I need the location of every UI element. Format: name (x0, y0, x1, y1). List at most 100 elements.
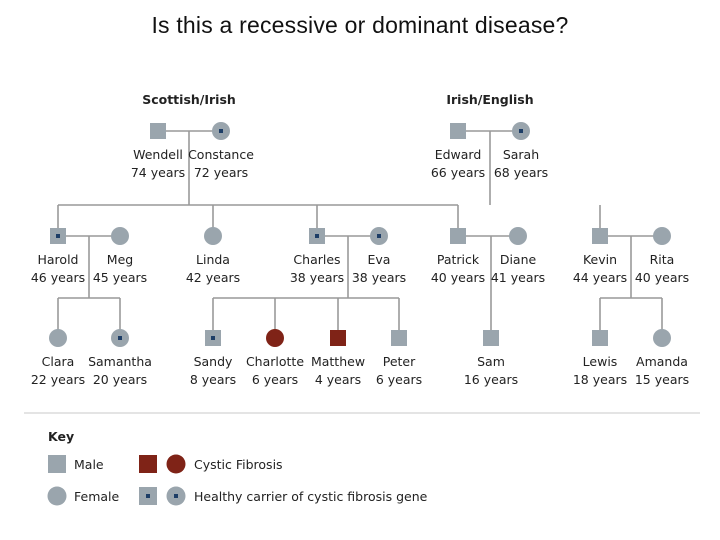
person-name: Diane (500, 252, 537, 267)
person-charles: Charles 38 years (290, 228, 344, 285)
person-charlotte: Charlotte 6 years (246, 329, 304, 387)
person-matthew: Matthew 4 years (311, 330, 365, 387)
person-age: 16 years (464, 372, 518, 387)
person-name: Patrick (437, 252, 480, 267)
female-symbol-circle (653, 329, 671, 347)
carrier-dot (56, 234, 60, 238)
person-harold: Harold 46 years (31, 228, 85, 285)
person-age: 40 years (431, 270, 485, 285)
male-symbol-square (450, 228, 466, 244)
person-name: Amanda (636, 354, 688, 369)
male-symbol-square (483, 330, 499, 346)
person-age: 68 years (494, 165, 548, 180)
person-name: Rita (650, 252, 675, 267)
carrier-dot (219, 129, 223, 133)
person-age: 6 years (252, 372, 298, 387)
key-carrier-label: Healthy carrier of cystic fibrosis gene (194, 489, 428, 504)
person-sandy: Sandy 8 years (190, 330, 236, 387)
ancestry-label-irish: Irish/English (446, 92, 533, 107)
female-symbol-circle (653, 227, 671, 245)
person-name: Edward (435, 147, 482, 162)
female-symbol-circle (111, 227, 129, 245)
key-heading: Key (48, 429, 74, 444)
person-name: Lewis (583, 354, 618, 369)
person-amanda: Amanda 15 years (635, 329, 689, 387)
male-symbol-square (150, 123, 166, 139)
person-peter: Peter 6 years (376, 330, 422, 387)
male-symbol-square (330, 330, 346, 346)
relationship-lines (57, 130, 663, 330)
person-name: Constance (188, 147, 254, 162)
page-title: Is this a recessive or dominant disease? (151, 12, 569, 38)
person-age: 45 years (93, 270, 147, 285)
person-meg: Meg 45 years (93, 227, 147, 285)
person-age: 38 years (352, 270, 406, 285)
person-patrick: Patrick 40 years (431, 228, 485, 285)
person-lewis: Lewis 18 years (573, 330, 627, 387)
person-eva: Eva 38 years (352, 227, 406, 285)
male-symbol-icon (48, 455, 66, 473)
person-age: 44 years (573, 270, 627, 285)
person-age: 72 years (194, 165, 248, 180)
person-name: Peter (383, 354, 416, 369)
person-name: Harold (38, 252, 79, 267)
carrier-dot (118, 336, 122, 340)
ancestry-label-scottish: Scottish/Irish (142, 92, 236, 107)
person-name: Wendell (133, 147, 183, 162)
person-age: 20 years (93, 372, 147, 387)
person-age: 46 years (31, 270, 85, 285)
person-clara: Clara 22 years (31, 329, 85, 387)
carrier-dot (174, 494, 178, 498)
person-age: 74 years (131, 165, 185, 180)
person-name: Samantha (88, 354, 152, 369)
female-symbol-circle (204, 227, 222, 245)
affected-female-icon (166, 454, 186, 474)
person-sam: Sam 16 years (464, 330, 518, 387)
person-linda: Linda 42 years (186, 227, 240, 285)
person-kevin: Kevin 44 years (573, 228, 627, 285)
male-symbol-square (592, 330, 608, 346)
person-age: 42 years (186, 270, 240, 285)
carrier-dot (377, 234, 381, 238)
male-symbol-square (391, 330, 407, 346)
ancestry-labels: Scottish/Irish Irish/English (142, 92, 533, 107)
person-name: Eva (368, 252, 391, 267)
carrier-dot (315, 234, 319, 238)
person-constance: Constance 72 years (188, 122, 254, 180)
person-edward: Edward 66 years (431, 123, 485, 180)
person-age: 15 years (635, 372, 689, 387)
person-name: Linda (196, 252, 230, 267)
male-symbol-square (592, 228, 608, 244)
key-male-label: Male (74, 457, 104, 472)
person-name: Charlotte (246, 354, 304, 369)
person-name: Matthew (311, 354, 365, 369)
person-age: 66 years (431, 165, 485, 180)
female-symbol-circle (49, 329, 67, 347)
female-symbol-icon (47, 486, 67, 506)
person-diane: Diane 41 years (491, 227, 545, 285)
person-age: 18 years (573, 372, 627, 387)
person-samantha: Samantha 20 years (88, 329, 152, 387)
person-name: Meg (107, 252, 133, 267)
person-name: Sam (477, 354, 505, 369)
person-age: 8 years (190, 372, 236, 387)
person-name: Kevin (583, 252, 617, 267)
carrier-dot (519, 129, 523, 133)
key-female-label: Female (74, 489, 120, 504)
person-name: Sarah (503, 147, 539, 162)
person-age: 6 years (376, 372, 422, 387)
person-age: 22 years (31, 372, 85, 387)
carrier-dot (146, 494, 150, 498)
person-name: Sandy (194, 354, 233, 369)
person-age: 40 years (635, 270, 689, 285)
female-symbol-circle (509, 227, 527, 245)
key-affected-label: Cystic Fibrosis (194, 457, 283, 472)
affected-male-icon (139, 455, 157, 473)
person-wendell: Wendell 74 years (131, 123, 185, 180)
person-sarah: Sarah 68 years (494, 122, 548, 180)
person-age: 41 years (491, 270, 545, 285)
person-name: Charles (293, 252, 340, 267)
male-symbol-square (450, 123, 466, 139)
person-name: Clara (42, 354, 75, 369)
